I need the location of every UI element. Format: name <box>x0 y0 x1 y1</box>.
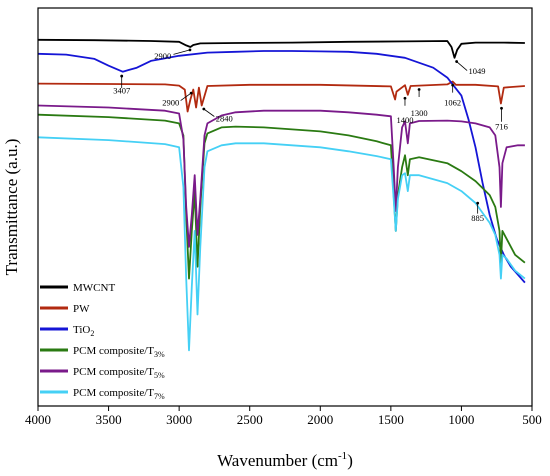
x-tick-label: 500 <box>522 412 542 427</box>
series-line-3 <box>37 50 526 284</box>
annotation-arrowhead <box>455 60 459 63</box>
x-tick-label: 3000 <box>166 412 192 427</box>
series-line-6 <box>37 136 526 352</box>
legend: MWCNT PW TiO2 PCM composite/T3% PCM composit… <box>40 282 165 401</box>
annotation-arrow <box>456 61 468 71</box>
x-tick-label: 2500 <box>237 412 263 427</box>
annotation-arrowhead <box>417 88 421 91</box>
annotation-arrowhead <box>120 74 124 78</box>
annotation-arrowhead <box>500 106 503 110</box>
series-line-5 <box>37 104 525 248</box>
series-line-1 <box>37 38 525 59</box>
legend-label-1: MWCNT <box>73 282 115 294</box>
annotation-label: 1300 <box>411 108 428 118</box>
legend-label-6: PCM composite/T7% <box>73 387 165 401</box>
annotation-label: 2900 <box>162 98 179 108</box>
x-tick-label: 4000 <box>25 412 51 427</box>
x-axis-title-sup: -1 <box>338 450 347 462</box>
y-axis-title: Transmittance (a.u.) <box>2 139 21 276</box>
annotation-arrowhead <box>188 48 192 52</box>
annotation-label: 716 <box>495 122 508 132</box>
annotation-label: 2900 <box>154 51 171 61</box>
spectra-group <box>37 38 526 352</box>
annotation-arrowhead <box>202 107 206 111</box>
annotation-label: 2840 <box>216 114 233 124</box>
annotation-arrowhead <box>189 91 193 95</box>
legend-label-2: PW <box>73 303 90 315</box>
legend-label-4: PCM composite/T3% <box>73 345 165 359</box>
x-axis-title-end: ) <box>347 451 353 470</box>
annotation-arrowhead <box>451 83 455 87</box>
x-axis-ticks: 4000 3500 3000 2500 2000 1500 1000 500 <box>25 406 542 427</box>
annotation-label: 1049 <box>469 66 486 76</box>
annotation-arrowhead <box>403 96 407 100</box>
annotation-arrow <box>203 108 215 117</box>
annotation-label: 885 <box>471 213 484 223</box>
legend-label-3: TiO2 <box>73 324 94 338</box>
series-line-4 <box>37 113 526 280</box>
x-axis-title: Wavenumber (cm-1) <box>217 450 353 470</box>
annotation-label: 3407 <box>113 86 130 96</box>
x-tick-label: 1000 <box>448 412 474 427</box>
x-tick-label: 2000 <box>307 412 333 427</box>
x-axis-title-main: Wavenumber (cm <box>217 451 338 470</box>
annotation-arrow <box>173 49 191 55</box>
x-tick-label: 3500 <box>96 412 122 427</box>
plot-frame <box>37 7 533 407</box>
annotation-label: 1400 <box>396 115 413 125</box>
x-tick-label: 1500 <box>378 412 404 427</box>
annotation-arrow <box>180 92 192 101</box>
series-line-2 <box>37 80 525 113</box>
legend-label-5: PCM composite/T5% <box>73 366 165 380</box>
annotation-arrowhead <box>476 201 480 205</box>
annotation-label: 1062 <box>444 98 461 108</box>
